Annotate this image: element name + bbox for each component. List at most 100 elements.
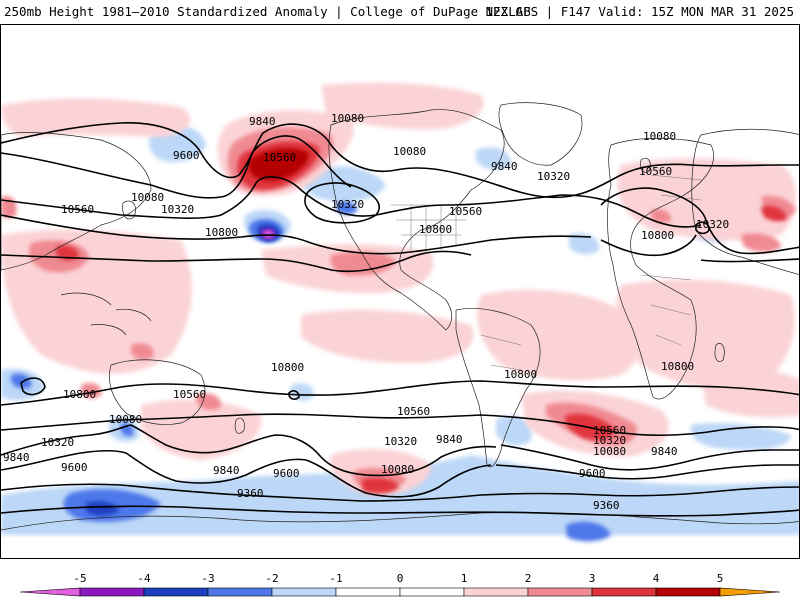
colorbar-label: -3 [201,572,214,585]
contour-label: 10800 [504,368,537,381]
contour-label: 9840 [213,464,240,477]
anomaly-region-north-atlantic [569,233,600,255]
contour-line [1,483,799,502]
colorbar-segment [79,587,145,597]
contour-label: 10560 [263,151,296,164]
model-run-info: 12Z GFS | F147 Valid: 15Z MON MAR 31 202… [485,4,794,19]
contour-label: 9360 [237,487,264,500]
contour-line [1,122,397,179]
positive-anomaly-4 [249,148,309,181]
contour-line [1,413,799,437]
contour-label: 10800 [641,229,674,242]
anomaly-region-asia-north [1,98,191,137]
colorbar-segment [399,587,465,597]
colorbar-segment [527,587,593,597]
colorbar-segment [719,587,781,597]
contour-line [1,424,497,477]
colorbar-segment [335,587,401,597]
anomaly-region-south-indian [701,369,799,418]
contour-label: 9840 [491,160,518,173]
contour-line [395,163,799,199]
colorbar-segment [207,587,273,597]
contour-line [695,221,710,235]
map-title: 250mb Height 1981–2010 Standardized Anom… [4,4,531,19]
contour-label: 9600 [273,467,300,480]
colorbar-label: 2 [525,572,532,585]
contour-label: 10080 [593,445,626,458]
colorbar-label: -1 [329,572,342,585]
colorbar-label: -2 [265,572,278,585]
contour-label: 10800 [271,361,304,374]
colorbar-svg: -5 -4 -3 -2 -1 0 1 2 3 4 5 [19,572,781,597]
contour-label: 9840 [436,433,463,446]
contour-label: 10560 [449,205,482,218]
anomaly-region-south-atlantic-west [496,416,532,446]
contour-label: 10320 [537,170,570,183]
map-svg: 9840 10080 9600 10560 10080 9840 10320 1… [1,82,799,542]
colorbar-label: -4 [137,572,151,585]
colorbar-label: 5 [717,572,724,585]
contour-label: 10560 [173,388,206,401]
colorbar-segment [143,587,209,597]
contour-label: 9840 [249,115,276,128]
colorbar-labels: -5 -4 -3 -2 -1 0 1 2 3 4 5 [73,572,723,585]
colorbar-label: -5 [73,572,86,585]
contour-label: 9600 [579,467,606,480]
contour-label: 9600 [61,461,88,474]
colorbar-label: 3 [589,572,596,585]
contour-label: 10080 [643,130,676,143]
contour-label: 9840 [3,451,30,464]
anomaly-region-south-pacific [141,399,262,460]
contour-label: 10320 [384,435,417,448]
colorbar-segments [19,587,781,597]
contour-line [1,214,592,255]
contour-label: 10560 [397,405,430,418]
contour-line [1,250,472,273]
contour-label: 10080 [331,112,364,125]
contour-label: 10320 [41,436,74,449]
contour-line [1,505,799,517]
contour-line [500,444,799,471]
negative-anomaly-5 [264,230,274,238]
colorbar-label: 4 [653,572,660,585]
colorbar-label: 0 [397,572,404,585]
contour-label: 10800 [63,388,96,401]
contour-label: 10800 [419,223,452,236]
contour-labels: 9840 10080 9600 10560 10080 9840 10320 1… [3,112,729,512]
contour-label: 10080 [131,191,164,204]
contour-label: 10320 [593,434,626,447]
contour-label: 10560 [593,424,626,437]
contour-label: 10320 [331,198,364,211]
contour-label: 10800 [205,226,238,239]
anomaly-region-south-america [477,289,640,381]
contour-label: 9360 [593,499,620,512]
contour-line [495,464,799,480]
contour-label: 10560 [61,203,94,216]
contour-line [1,135,352,199]
colorbar-label: 1 [461,572,468,585]
contour-label: 10560 [639,165,672,178]
contour-label: 9600 [173,149,200,162]
contour-line [304,182,380,224]
contour-line [1,449,492,498]
anomaly-region-southern-ocean-2 [291,383,314,401]
colorbar-segment [19,587,81,597]
contour-label: 10320 [696,218,729,231]
contour-line [600,234,799,263]
colorbar-segment [655,587,721,597]
contour-line [1,380,799,406]
map-panel: 9840 10080 9600 10560 10080 9840 10320 1… [0,24,800,559]
contour-label: 9840 [651,445,678,458]
anomaly-region-south-atlantic-east [690,423,791,450]
colorbar-segment [591,587,657,597]
contour-label: 10080 [381,463,414,476]
contour-label: 10080 [109,413,142,426]
contour-line [288,390,300,400]
anomaly-region-central-pacific [301,309,474,364]
contour-line [20,377,46,396]
colorbar-segment [271,587,337,597]
contour-line [600,187,799,255]
colorbar-legend: -5 -4 -3 -2 -1 0 1 2 3 4 5 [0,560,800,600]
anomaly-region-africa-indian-ocean [616,279,795,389]
colorbar-segment [463,587,529,597]
